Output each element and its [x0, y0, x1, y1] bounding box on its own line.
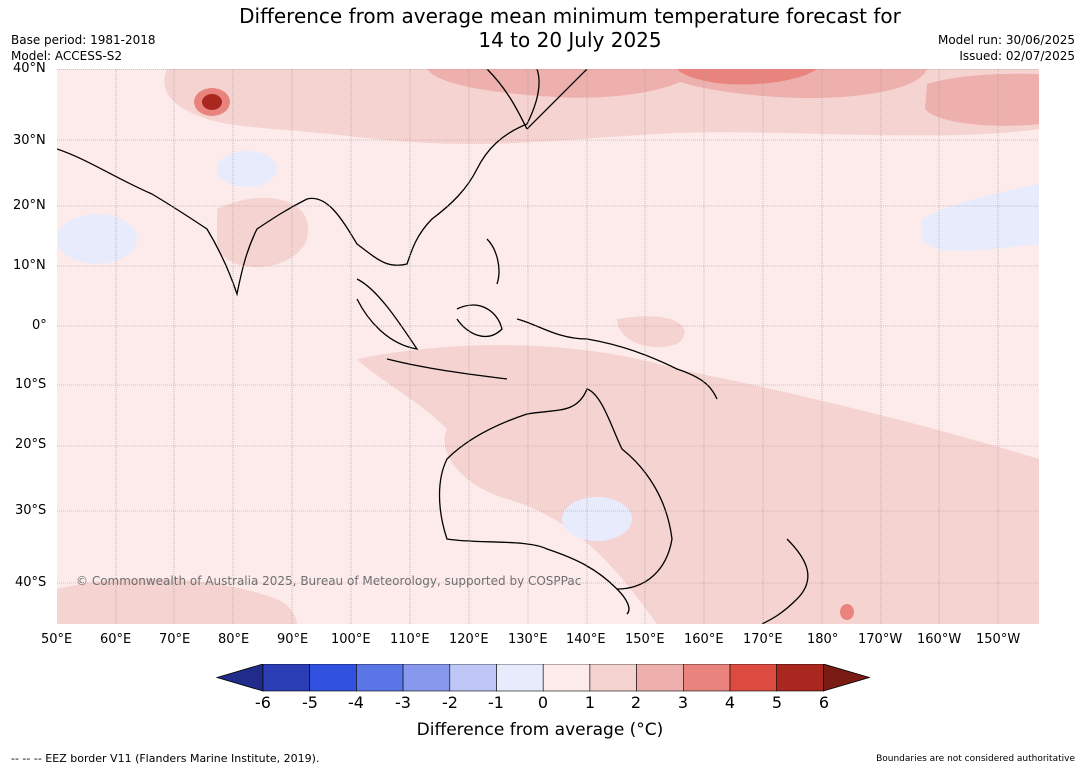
- anomaly-tasman: [677, 588, 847, 624]
- colorbar-tick-label: -3: [395, 693, 411, 712]
- colorbar-tick-label: 3: [677, 693, 689, 712]
- lat-label: 20°N: [13, 198, 46, 213]
- anomaly-australia-band: [357, 345, 1039, 624]
- lon-label: 80°E: [218, 632, 250, 647]
- lon-label: 180°: [807, 632, 839, 647]
- lon-label: 160°E: [684, 632, 724, 647]
- title-line-1: Difference from average mean minimum tem…: [239, 4, 901, 28]
- meta-right: Model run: 30/06/2025 Issued: 02/07/2025: [938, 32, 1075, 64]
- colorbar-cell: [262, 664, 311, 692]
- model-run: Model run: 30/06/2025: [937, 33, 1075, 47]
- model-name: Model: ACCESS-S2: [11, 49, 123, 63]
- map-title: Difference from average mean minimum tem…: [170, 4, 970, 52]
- java-coast: [386, 358, 508, 380]
- lon-label: 70°E: [159, 632, 191, 647]
- base-period: Base period: 1981-2018: [11, 33, 156, 47]
- anomaly-north-pacific-core: [677, 69, 817, 85]
- lat-label: 20°S: [15, 437, 47, 452]
- colorbar-cell: [402, 664, 451, 692]
- anomaly-himalaya-core: [202, 94, 222, 110]
- lat-label: 30°S: [15, 503, 47, 518]
- philippines-coast: [486, 238, 500, 285]
- anomaly-arabia-cool: [57, 214, 137, 264]
- boundary-disclaimer: Boundaries are not considered authoritat…: [876, 754, 1075, 764]
- anomaly-southern-ocean: [57, 578, 297, 624]
- colorbar-cell: [356, 664, 404, 692]
- colorbar-cell: [309, 664, 357, 692]
- lat-label: 30°N: [13, 133, 46, 148]
- colorbar-extend-low: [215, 664, 264, 692]
- colorbar-tick-label: 0: [537, 693, 549, 712]
- colorbar-tick-label: -5: [302, 693, 318, 712]
- colorbar-cell: [449, 664, 497, 692]
- colorbar-tick-label: 5: [771, 693, 783, 712]
- lon-label: 150°E: [625, 632, 665, 647]
- australia-coast: [438, 388, 673, 590]
- graticule: [57, 69, 1039, 624]
- lon-label: 110°E: [390, 632, 430, 647]
- sumatra-coast: [356, 278, 419, 350]
- asia-coastline: [57, 69, 540, 297]
- map-canvas: [57, 69, 1039, 624]
- anomaly-bay-of-bengal: [217, 197, 309, 268]
- anomaly-pacific-equator: [617, 316, 685, 348]
- colorbar-tick-label: 1: [584, 693, 596, 712]
- lon-label: 140°E: [566, 632, 606, 647]
- new-guinea-coast: [516, 318, 718, 400]
- anomaly-australia-cool: [562, 497, 632, 541]
- lat-label: 10°N: [13, 258, 46, 273]
- title-line-2: 14 to 20 July 2025: [478, 28, 662, 52]
- lon-label: 60°E: [100, 632, 132, 647]
- japan-coast: [526, 69, 588, 130]
- anomaly-india-cool: [217, 151, 277, 187]
- colorbar-cell: [589, 664, 637, 692]
- anomaly-south-pacific-spot: [840, 604, 854, 620]
- colorbar-tick-label: 6: [818, 693, 830, 712]
- coastlines: [57, 69, 809, 624]
- borneo-coast: [456, 304, 503, 338]
- colorbar-tick-label: -2: [442, 693, 458, 712]
- colorbar-tick-label: 4: [724, 693, 736, 712]
- lat-label: 40°N: [13, 61, 46, 76]
- tasmania-coast: [616, 588, 630, 615]
- map-panel: [57, 69, 1039, 624]
- colorbar-extend-high: [823, 664, 870, 692]
- anomaly-pacific-cool: [922, 184, 1039, 251]
- eez-legend-note: -- -- -- EEZ border V11 (Flanders Marine…: [11, 752, 320, 765]
- lat-label: 10°S: [15, 377, 47, 392]
- korea-coast: [486, 69, 528, 130]
- lat-label: 40°S: [15, 575, 47, 590]
- colorbar-tick-label: -4: [348, 693, 364, 712]
- colorbar-cells: [215, 664, 870, 692]
- lon-label: 150°W: [976, 632, 1021, 647]
- colorbar-cell: [729, 664, 778, 692]
- meta-left: Base period: 1981-2018 Model: ACCESS-S2: [11, 32, 156, 64]
- colorbar-tick-label: -6: [255, 693, 271, 712]
- colorbar-cell: [542, 664, 591, 692]
- anomaly-nw-pacific: [925, 73, 1039, 126]
- new-zealand-coast: [761, 538, 809, 624]
- colorbar-cell: [682, 664, 731, 692]
- colorbar-cell: [776, 664, 824, 692]
- lon-label: 50°E: [41, 632, 73, 647]
- colorbar-cell: [636, 664, 684, 692]
- colorbar-tick-label: -1: [488, 693, 504, 712]
- lon-label: 130°E: [508, 632, 548, 647]
- lon-label: 170°E: [743, 632, 783, 647]
- colorbar: [215, 664, 870, 692]
- copyright-notice: © Commonwealth of Australia 2025, Bureau…: [76, 574, 582, 588]
- lon-label: 90°E: [277, 632, 309, 647]
- lat-label: 0°: [32, 318, 47, 333]
- lon-label: 120°E: [449, 632, 489, 647]
- lon-label: 100°E: [331, 632, 371, 647]
- colorbar-cell: [496, 664, 544, 692]
- issued-date: Issued: 02/07/2025: [959, 49, 1075, 63]
- lon-label: 170°W: [858, 632, 903, 647]
- lon-label: 160°W: [917, 632, 962, 647]
- colorbar-tick-label: 2: [630, 693, 642, 712]
- colorbar-label: Difference from average (°C): [416, 720, 664, 740]
